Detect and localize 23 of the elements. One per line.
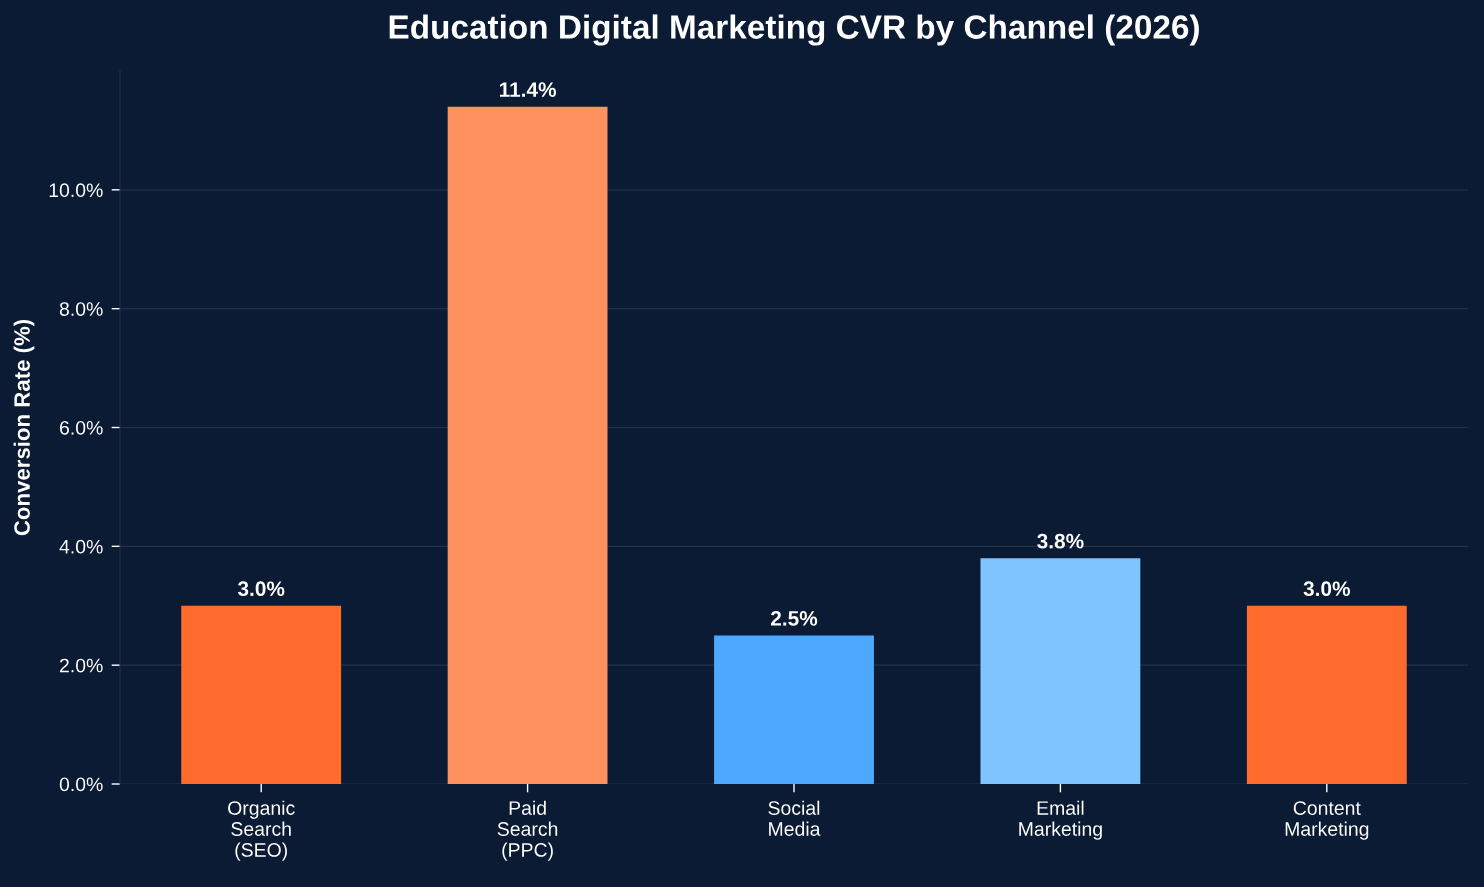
data-label: 2.5% <box>770 611 818 626</box>
bar <box>181 605 342 784</box>
x-tick-label: Paid Search (PPC) <box>497 800 558 861</box>
bar <box>714 635 874 784</box>
y-tick-label: 0.0% <box>59 777 103 792</box>
bar <box>980 558 1141 784</box>
bar <box>1246 605 1407 784</box>
y-tick-label: 4.0% <box>59 539 103 554</box>
chart-title: Education Digital Marketing CVR by Channel (2026) <box>389 14 1199 46</box>
y-tick-label: 2.0% <box>59 658 103 673</box>
x-tick-label: Content Marketing <box>1285 801 1369 840</box>
x-tick-label: Social Media <box>768 800 821 836</box>
data-label: 11.4% <box>499 82 557 97</box>
x-tick-label: Organic Search (SEO) <box>228 800 295 861</box>
y-tick-label: 6.0% <box>60 420 103 435</box>
y-tick-label: 8.0% <box>59 302 103 316</box>
y-axis-title: Conversion Rate (%) <box>13 319 35 536</box>
data-label: 3.8% <box>1037 533 1084 549</box>
bar <box>447 106 608 784</box>
data-label: 3.0% <box>1303 581 1350 597</box>
data-label: 3.0% <box>237 581 285 597</box>
x-tick-label: Email Marketing <box>1019 800 1102 840</box>
y-tick-label: 10.0% <box>49 183 103 198</box>
